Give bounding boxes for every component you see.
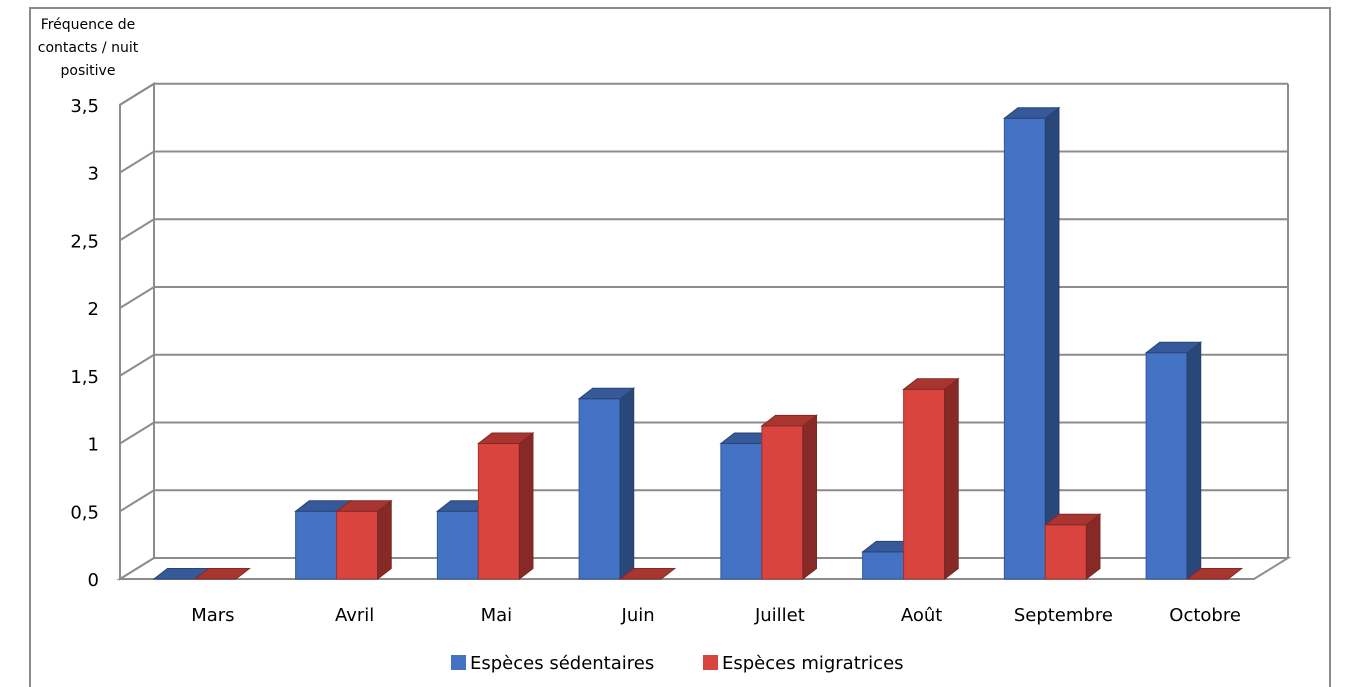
bar-side	[1085, 513, 1101, 581]
y-axis-label-line: contacts / nuit	[38, 40, 139, 56]
bar	[902, 377, 960, 581]
gridline	[119, 286, 1288, 309]
category-label: Septembre	[1014, 605, 1113, 626]
bar	[577, 387, 636, 581]
bar-front	[1044, 524, 1087, 580]
bar	[335, 499, 393, 581]
bar	[1185, 568, 1244, 580]
legend-label: Espèces migratrices	[722, 653, 904, 674]
bar-front	[436, 510, 479, 580]
y-axis-label-line: positive	[61, 63, 116, 79]
bar-top	[1002, 107, 1061, 119]
gridlines	[119, 82, 1288, 513]
bar	[1002, 106, 1061, 581]
bar-top	[1144, 341, 1203, 354]
gridline	[119, 353, 1288, 377]
y-tick-label: 3,5	[70, 96, 99, 117]
y-tick-label: 0	[88, 570, 99, 591]
bar-front	[477, 443, 520, 580]
bar	[760, 414, 818, 581]
bar	[193, 568, 251, 580]
bar-front	[295, 510, 338, 580]
bar	[618, 568, 677, 580]
legend-item: Espèces sédentaires	[451, 653, 654, 674]
bar-side	[1044, 106, 1060, 581]
bar-front	[1145, 352, 1188, 580]
bar-front	[578, 398, 621, 580]
bars	[152, 106, 1244, 581]
bar-top	[1185, 568, 1244, 580]
y-axis-label: Fréquence de contacts / nuit positive	[38, 17, 139, 79]
bar-side	[1186, 341, 1202, 581]
bar-top	[618, 568, 677, 580]
chart-border	[29, 7, 1331, 687]
y-tick-label: 2	[88, 299, 99, 320]
legend-label: Espèces sédentaires	[470, 653, 654, 674]
bar	[476, 431, 535, 581]
gridline	[119, 218, 1288, 242]
category-label: Août	[901, 605, 942, 626]
bar-side	[944, 377, 959, 581]
bar	[1043, 513, 1102, 581]
y-tick-label: 3	[88, 164, 99, 185]
bar-front	[862, 551, 905, 580]
legend-item: Espèces migratrices	[703, 653, 904, 674]
category-label: Juin	[621, 605, 655, 626]
legend: Espèces sédentaires Espèces migratrices	[451, 653, 904, 674]
bar	[1144, 341, 1203, 581]
legend-swatch	[451, 655, 466, 670]
bar-front	[1003, 117, 1046, 580]
bar-top	[476, 432, 535, 444]
y-tick-labels: 0 0,5 1 1,5 2 2,5 3 3,5	[70, 96, 99, 591]
category-label: Mars	[191, 605, 234, 626]
category-labels: Mars Avril Mai Juin Juillet Août Septembre Octo…	[191, 605, 1241, 626]
bar-side	[619, 387, 635, 581]
bar-top	[335, 500, 393, 512]
y-tick-label: 1,5	[70, 367, 99, 388]
y-tick-label: 1	[88, 435, 99, 456]
bar-top	[760, 414, 818, 427]
bar-top	[577, 387, 636, 400]
category-label: Mai	[481, 605, 513, 626]
bar-front	[761, 425, 804, 580]
bar-side	[802, 414, 817, 581]
bar-top	[902, 378, 960, 390]
y-axis-label-line: Fréquence de	[41, 17, 136, 33]
gridline	[119, 150, 1288, 174]
bar-side	[377, 499, 392, 581]
bar-front	[720, 443, 763, 580]
y-tick-label: 0,5	[70, 502, 99, 523]
bar-top	[193, 568, 251, 580]
y-tick-label: 2,5	[70, 231, 99, 252]
bar-top	[1043, 513, 1102, 526]
legend-swatch	[703, 655, 718, 670]
category-label: Octobre	[1169, 605, 1241, 626]
gridline	[119, 82, 1288, 106]
category-label: Avril	[335, 605, 374, 626]
bar-front	[903, 388, 946, 580]
bar-side	[518, 431, 534, 581]
category-label: Juillet	[754, 605, 805, 626]
side-wall	[119, 81, 155, 581]
bar-front	[336, 510, 379, 580]
